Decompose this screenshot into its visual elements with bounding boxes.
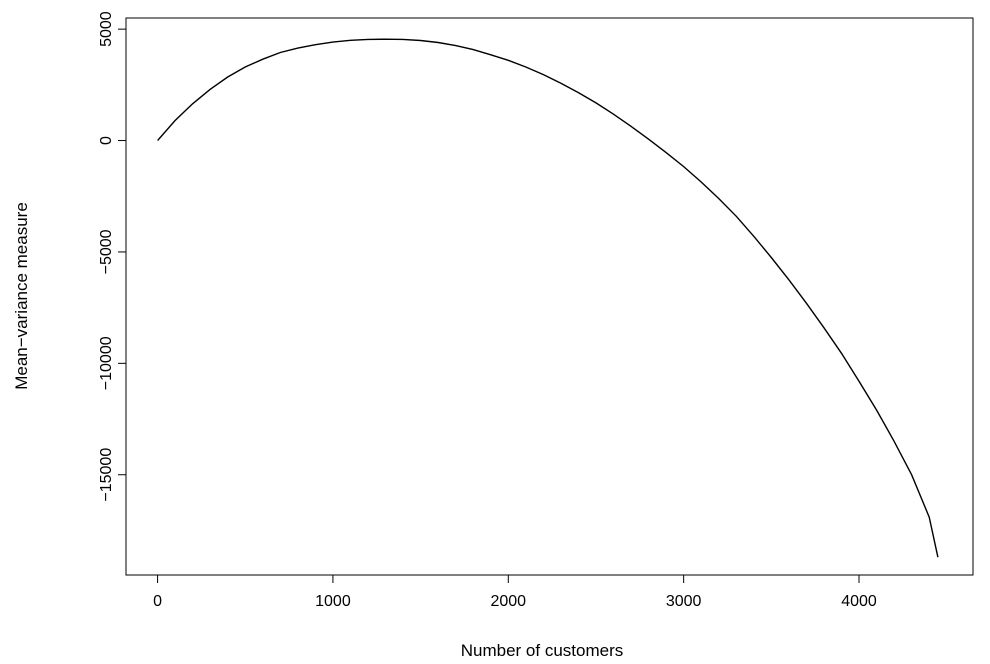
y-axis: 5000 0 −5000 −10000 −15000	[98, 11, 127, 502]
y-axis-title: Mean−variance measure	[12, 202, 31, 390]
y-tick-label: −5000	[98, 229, 115, 274]
x-tick-label: 2000	[490, 593, 526, 610]
series-line	[157, 38, 939, 558]
y-tick-label: 0	[98, 136, 115, 145]
x-tick-label: 1000	[315, 593, 351, 610]
x-axis-title: Number of customers	[461, 641, 624, 660]
y-tick-label: 5000	[98, 11, 115, 47]
x-tick-label: 3000	[666, 593, 702, 610]
y-tick-label: −15000	[98, 448, 115, 502]
x-tick-label: 4000	[841, 593, 877, 610]
x-axis: 0 1000 2000 3000 4000	[153, 574, 882, 610]
plot-frame	[125, 17, 974, 576]
x-tick-label: 0	[153, 593, 162, 610]
y-tick-label: −10000	[98, 336, 115, 390]
